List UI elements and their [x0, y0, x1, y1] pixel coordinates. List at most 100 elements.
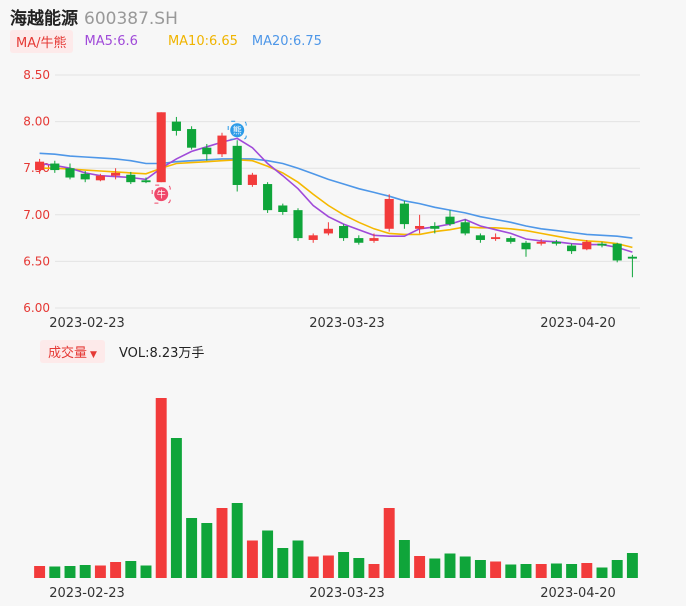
- candle: [323, 222, 333, 236]
- candle: [278, 203, 288, 215]
- volume-bar: [307, 556, 319, 578]
- candle-body: [369, 238, 379, 241]
- volume-bar: [444, 553, 456, 578]
- volume-bar: [292, 540, 304, 578]
- marker-badge: [154, 187, 169, 202]
- volume-bar: [566, 564, 578, 578]
- volume-value: VOL:8.23万手: [118, 345, 205, 361]
- volume-bar: [322, 555, 334, 578]
- marker-label: 牛: [157, 189, 166, 201]
- volume-bar: [201, 523, 213, 578]
- candle: [202, 143, 212, 161]
- stock-code: 600387.SH: [84, 9, 178, 29]
- candle: [65, 163, 75, 180]
- ma5-value: MA5:6.6: [84, 33, 138, 49]
- volume-bar: [155, 398, 167, 578]
- candle-body: [232, 145, 242, 185]
- candle-body: [415, 225, 425, 229]
- volume-bar: [414, 556, 426, 578]
- ma20-line: [39, 152, 633, 239]
- volume-bar: [520, 564, 532, 578]
- candle-body: [263, 184, 273, 211]
- candle: [475, 233, 485, 243]
- candle: [80, 170, 90, 183]
- volume-selector-button[interactable]: 成交量 ▼: [40, 339, 105, 363]
- ma-selector-button[interactable]: MA/牛熊: [10, 29, 73, 53]
- candle: [612, 242, 622, 263]
- volume-bar: [64, 566, 76, 578]
- candle-body: [627, 256, 637, 259]
- volume-bar: [216, 508, 228, 578]
- candle: [597, 241, 607, 248]
- candle-body: [35, 161, 45, 171]
- volume-x-tick-label: 2023-03-23: [309, 586, 385, 601]
- candle-body: [293, 210, 303, 239]
- candle: [521, 240, 531, 257]
- candle-body: [339, 225, 349, 239]
- bull-marker-icon: 牛: [151, 184, 171, 204]
- candle-body: [430, 225, 440, 229]
- volume-bar: [581, 563, 593, 578]
- candle: [247, 172, 257, 187]
- volume-bar: [186, 518, 198, 578]
- candle: [293, 208, 303, 241]
- candle-body: [445, 216, 455, 225]
- x-tick-label: 2023-02-23: [49, 316, 125, 331]
- candle-body: [582, 241, 592, 250]
- volume-bar: [383, 508, 395, 578]
- volume-bar: [368, 564, 380, 578]
- x-tick-label: 2023-04-20: [540, 316, 616, 331]
- candle-body: [308, 235, 318, 240]
- candle: [141, 177, 151, 184]
- volume-x-tick-label: 2023-04-20: [540, 586, 616, 601]
- volume-bar: [94, 565, 106, 578]
- volume-bar: [596, 567, 608, 578]
- candle-body: [187, 129, 197, 148]
- volume-bar: [626, 553, 638, 578]
- volume-bar: [110, 562, 122, 578]
- candle: [627, 254, 637, 278]
- candle: [217, 132, 227, 158]
- y-tick-label: 6.50: [23, 254, 50, 268]
- volume-bar: [49, 566, 61, 578]
- ma-legend: MA/牛熊 MA5:6.6 MA10:6.65 MA20:6.75: [10, 29, 322, 53]
- bear-marker-icon: 熊: [227, 120, 247, 140]
- candle: [567, 243, 577, 254]
- candle-body: [612, 243, 622, 261]
- candle: [187, 126, 197, 150]
- volume-bar: [550, 563, 562, 578]
- candle-body: [521, 242, 531, 250]
- volume-bar: [535, 564, 547, 578]
- x-tick-label: 2023-03-23: [309, 316, 385, 331]
- marker-label: 熊: [233, 125, 242, 137]
- candle-body: [278, 205, 288, 213]
- candle-body: [323, 228, 333, 234]
- candle: [536, 239, 546, 246]
- candle-body: [475, 235, 485, 240]
- candle: [430, 222, 440, 234]
- candle-body: [111, 172, 121, 176]
- candle-body: [506, 238, 516, 242]
- candle: [232, 140, 242, 192]
- volume-bar: [262, 530, 274, 578]
- candle: [415, 214, 425, 234]
- candle-body: [156, 112, 166, 183]
- volume-bar: [429, 558, 441, 578]
- candle: [308, 233, 318, 243]
- candle: [384, 194, 394, 232]
- ma20-value: MA20:6.75: [251, 33, 322, 49]
- ma5-line: [39, 137, 633, 253]
- candle-body: [171, 121, 181, 131]
- candle: [111, 168, 121, 180]
- candle-body: [491, 237, 501, 240]
- candle: [551, 239, 561, 246]
- ma10-value: MA10:6.65: [167, 33, 238, 49]
- volume-bar: [338, 552, 350, 578]
- candle-body: [126, 174, 136, 183]
- candle-body: [354, 238, 364, 243]
- candle: [171, 116, 181, 136]
- y-tick-label: 8.50: [23, 68, 50, 82]
- candle-body: [597, 243, 607, 246]
- volume-bar: [398, 540, 410, 578]
